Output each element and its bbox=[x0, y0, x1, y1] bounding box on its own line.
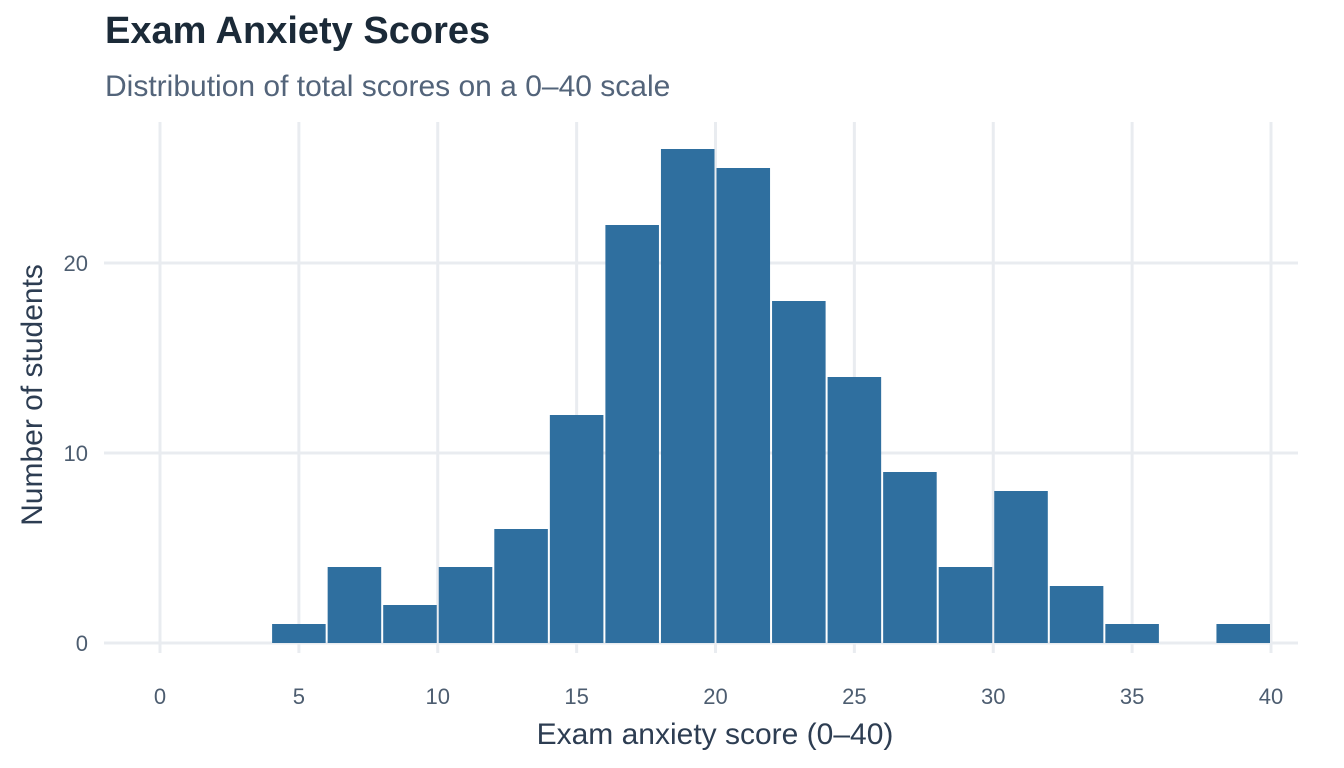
histogram-bar bbox=[716, 168, 771, 643]
histogram-bar bbox=[383, 605, 437, 643]
histogram-bar bbox=[1049, 586, 1104, 643]
axis-ticks: 0 5 10 15 20 25 30 35 40 0 10 20 bbox=[64, 251, 1284, 709]
histogram-bar bbox=[1216, 624, 1270, 643]
y-tick-label: 0 bbox=[76, 631, 88, 656]
y-axis-title: Number of students bbox=[16, 264, 49, 526]
x-tick-label: 15 bbox=[564, 684, 588, 709]
x-tick-label: 40 bbox=[1259, 684, 1283, 709]
x-tick-label: 20 bbox=[703, 684, 727, 709]
histogram-bar bbox=[1105, 624, 1159, 643]
x-tick-label: 10 bbox=[426, 684, 450, 709]
histogram-bar bbox=[605, 225, 659, 643]
histogram-bar bbox=[994, 491, 1048, 643]
histogram-bar bbox=[549, 415, 604, 643]
histogram-bar bbox=[272, 624, 326, 643]
histogram-bars bbox=[272, 149, 1270, 643]
histogram-bar bbox=[938, 567, 993, 643]
histogram-bar bbox=[494, 529, 548, 643]
x-tick-label: 35 bbox=[1120, 684, 1144, 709]
chart-subtitle: Distribution of total scores on a 0–40 s… bbox=[105, 70, 671, 103]
histogram-bar bbox=[438, 567, 493, 643]
x-tick-label: 0 bbox=[154, 684, 166, 709]
x-tick-label: 25 bbox=[842, 684, 866, 709]
x-axis-title: Exam anxiety score (0–40) bbox=[537, 718, 894, 751]
histogram-bar bbox=[772, 301, 826, 643]
histogram-bar bbox=[883, 472, 937, 643]
histogram-bar bbox=[660, 149, 715, 643]
histogram-bar bbox=[327, 567, 382, 643]
x-tick-label: 5 bbox=[293, 684, 305, 709]
y-tick-label: 10 bbox=[64, 441, 88, 466]
histogram-bar bbox=[827, 377, 882, 643]
x-tick-label: 30 bbox=[981, 684, 1005, 709]
y-tick-label: 20 bbox=[64, 251, 88, 276]
chart-title: Exam Anxiety Scores bbox=[105, 10, 491, 52]
